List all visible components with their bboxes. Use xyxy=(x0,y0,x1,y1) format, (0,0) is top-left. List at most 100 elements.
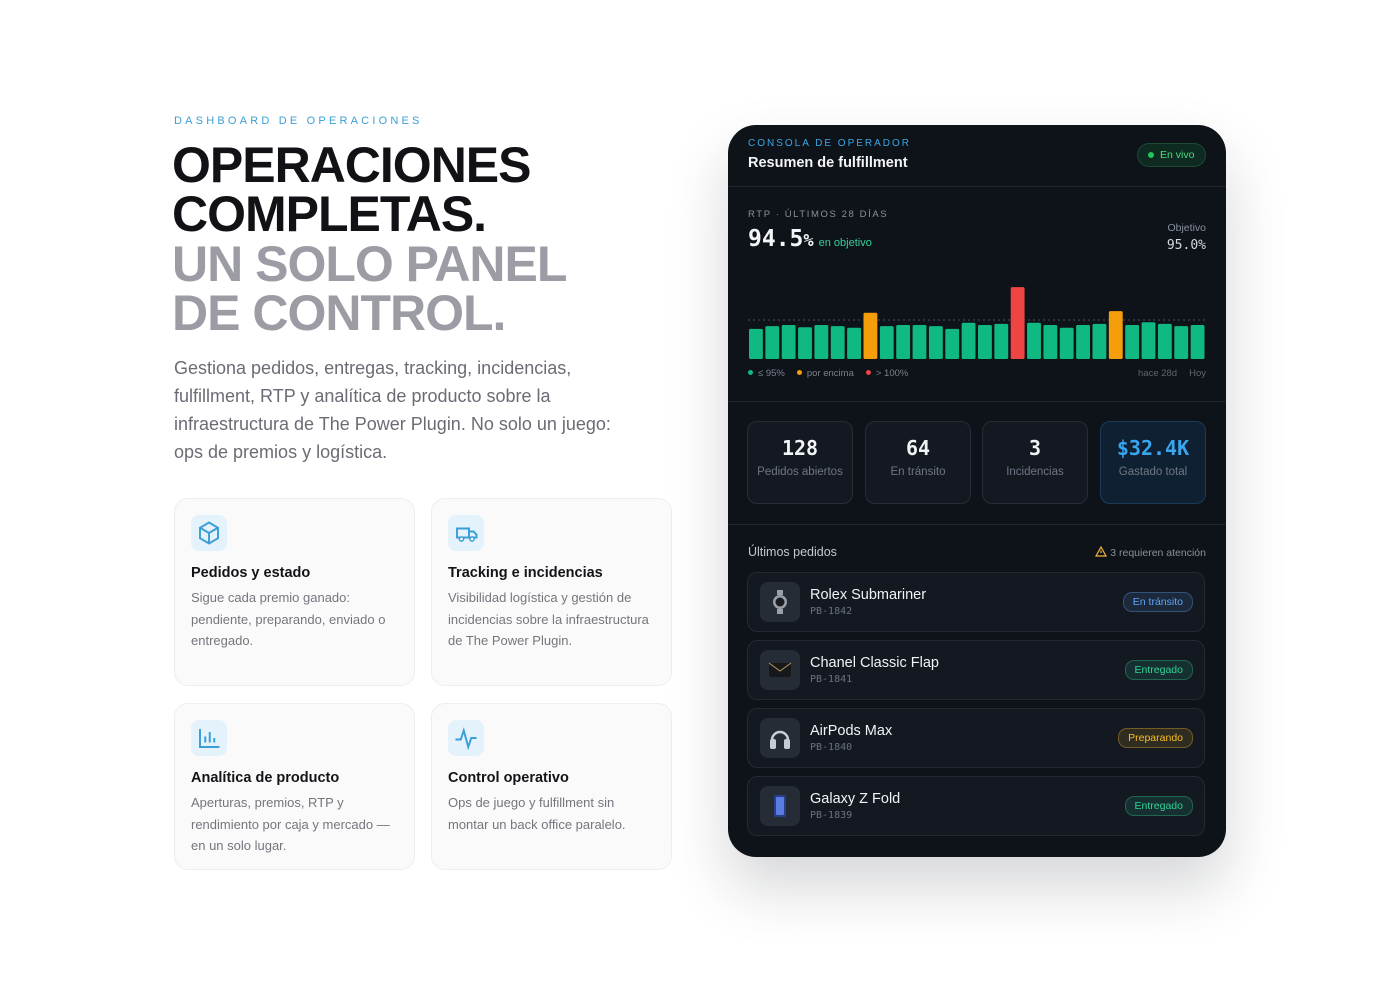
kpi-value: 64 xyxy=(905,436,931,460)
rtp-unit: % xyxy=(803,231,814,251)
rtp-chart xyxy=(748,287,1206,359)
bar xyxy=(749,328,763,359)
bar xyxy=(1076,325,1090,359)
x-start: hace 28d xyxy=(1138,368,1178,379)
rtp-value: 94.5% en objetivo xyxy=(748,226,872,252)
bar xyxy=(1141,322,1156,359)
order-name: Galaxy Z Fold xyxy=(810,791,901,807)
bar xyxy=(961,322,976,359)
order-thumb xyxy=(760,718,800,758)
icon-glyph xyxy=(199,729,220,748)
rtp-note: en objetivo xyxy=(818,237,872,249)
icon-glyph xyxy=(456,527,478,542)
orders-title: Últimos pedidos xyxy=(748,545,837,559)
bar xyxy=(765,326,780,359)
bar xyxy=(781,325,796,359)
live-badge: En vivo xyxy=(1137,143,1206,167)
operator-console: CONSOLA DE OPERADOR Resumen de fulfillme… xyxy=(728,125,1226,857)
feature-card: Pedidos y estado Sigue cada premio ganado… xyxy=(174,498,415,686)
bar xyxy=(1059,327,1074,359)
console-eyebrow: CONSOLA DE OPERADOR xyxy=(748,138,912,149)
alert: 3 requieren atención xyxy=(1095,545,1206,559)
alert-icon xyxy=(1095,545,1108,557)
bar xyxy=(978,325,992,359)
feature-title: Tracking e incidencias xyxy=(448,565,603,581)
feature-text: Aperturas, premios, RTP y rendimiento po… xyxy=(191,795,390,853)
order-status: En tránsito xyxy=(1122,592,1193,612)
kpi-card: 128 Pedidos abiertos xyxy=(747,421,853,504)
rtp-label: RTP · ÚLTIMOS 28 DÍAS xyxy=(748,209,889,220)
order-row: Galaxy Z Fold PB-1839 Entregado xyxy=(747,776,1205,836)
divider xyxy=(728,186,1226,187)
feature-title: Analítica de producto xyxy=(191,770,340,786)
order-name: Chanel Classic Flap xyxy=(810,655,939,671)
order-id: PB-1842 xyxy=(810,606,853,617)
kpi-label: En tránsito xyxy=(890,466,946,478)
thumb-glyph xyxy=(774,795,786,817)
console-title: Resumen de fulfillment xyxy=(748,155,908,171)
icon-glyph xyxy=(455,727,477,751)
divider xyxy=(728,524,1226,525)
live-dot xyxy=(1148,152,1154,158)
bar xyxy=(1190,325,1205,359)
bar xyxy=(1125,325,1140,359)
order-status: Entregado xyxy=(1124,660,1193,680)
kpi-label: Incidencias xyxy=(1006,466,1064,478)
order-thumb xyxy=(760,582,800,622)
feature-card: Tracking e incidencias Visibilidad logíst… xyxy=(431,498,672,686)
kpi-card: $32.4K Gastado total xyxy=(1100,421,1206,504)
order-row: Chanel Classic Flap PB-1841 Entregado xyxy=(747,640,1205,700)
target-label: Objetivo xyxy=(1167,222,1206,234)
feature-text: Ops de juego y fulfillment sin montar un… xyxy=(448,795,626,832)
legend-label: por encima xyxy=(806,368,854,379)
target-value: 95.0% xyxy=(1166,238,1206,253)
feature-card: Control operativo Ops de juego y fulfillm… xyxy=(431,703,672,870)
feature-icon xyxy=(191,515,227,551)
icon-glyph xyxy=(199,521,219,545)
kpi-value: 3 xyxy=(1028,436,1042,460)
feature-text: Visibilidad logística y gestión de incid… xyxy=(448,590,649,648)
bar xyxy=(879,326,894,359)
bar xyxy=(863,312,878,359)
headline: COMPLETAS. xyxy=(172,186,487,242)
rtp-number: 94.5 xyxy=(748,226,804,252)
thumb-glyph xyxy=(770,730,790,749)
headline: OPERACIONES xyxy=(172,137,532,193)
order-thumb xyxy=(760,786,800,826)
kpi-value: 128 xyxy=(781,436,819,460)
bar xyxy=(830,326,845,359)
eyebrow: DASHBOARD DE OPERACIONES xyxy=(174,115,423,127)
bar xyxy=(798,327,812,359)
feature-text: Sigue cada premio ganado: pendiente, pre… xyxy=(191,590,386,648)
bar xyxy=(1157,323,1172,359)
legend-swatch xyxy=(796,370,802,375)
live-label: En vivo xyxy=(1160,149,1195,161)
x-range: hace 28d Hoy xyxy=(1138,368,1206,379)
bar xyxy=(1027,322,1041,359)
bar xyxy=(928,326,943,359)
bar xyxy=(1092,323,1107,359)
bar xyxy=(994,323,1009,359)
bar xyxy=(1174,326,1189,359)
order-id: PB-1840 xyxy=(810,742,853,753)
headline: UN SOLO PANEL xyxy=(172,236,567,292)
kpi-label: Pedidos abiertos xyxy=(757,466,843,478)
divider xyxy=(728,401,1226,402)
order-status: Entregado xyxy=(1124,796,1193,816)
order-row: AirPods Max PB-1840 Preparando xyxy=(747,708,1205,768)
legend-item: > 100% xyxy=(865,368,908,379)
bar xyxy=(1043,325,1058,359)
bar xyxy=(912,325,927,359)
order-thumb xyxy=(760,650,800,690)
kpi-card: 64 En tránsito xyxy=(865,421,971,504)
alert-text: 3 requieren atención xyxy=(1110,547,1206,559)
x-end: Hoy xyxy=(1189,368,1206,379)
order-status: Preparando xyxy=(1118,728,1193,748)
order-id: PB-1839 xyxy=(810,810,853,821)
bar xyxy=(896,325,911,359)
feature-icon xyxy=(448,720,484,756)
legend-label: ≤ 95% xyxy=(758,368,785,379)
order-row: Rolex Submariner PB-1842 En tránsito xyxy=(747,572,1205,632)
kpi-value: $32.4K xyxy=(1116,436,1190,460)
